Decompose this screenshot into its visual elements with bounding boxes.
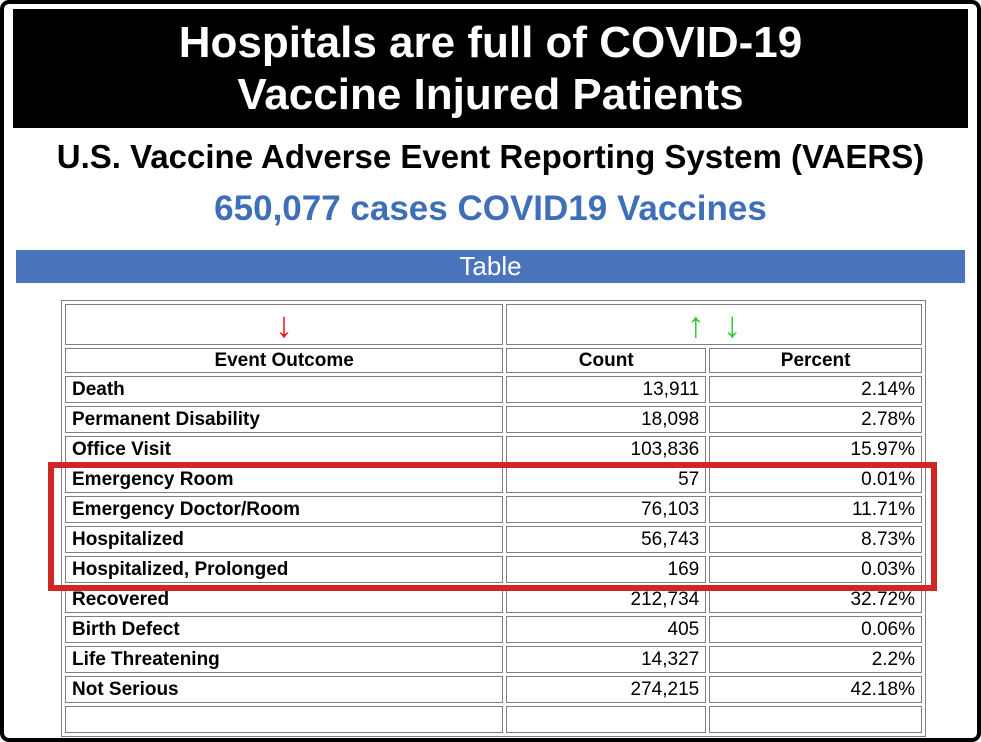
headline-line-2: Vaccine Injured Patients (237, 69, 744, 119)
table-row-not-serious: Not Serious 274,215 42.18% (65, 676, 922, 703)
table-row-emergency-doctor-room: Emergency Doctor/Room 76,103 11.71% (65, 496, 922, 523)
outcome-cell: Emergency Doctor/Room (65, 496, 504, 523)
percent-cell: 2.2% (709, 646, 922, 673)
table-container: ↓ ↑ ↓ Event Outcome Count Percent Death … (48, 300, 937, 737)
case-count-line: 650,077 cases COVID19 Vaccines (214, 189, 767, 228)
column-header-event-outcome: Event Outcome (65, 348, 504, 373)
outcome-cell: Death (65, 376, 504, 403)
table-section-header: Table (16, 250, 965, 283)
headline-banner: Hospitals are full of COVID-19 Vaccine I… (13, 9, 968, 128)
percent-cell: 0.06% (709, 616, 922, 643)
count-cell: 76,103 (506, 496, 707, 523)
count-cell: 14,327 (506, 646, 707, 673)
table-row-recovered: Recovered 212,734 32.72% (65, 586, 922, 613)
outcome-cell (65, 706, 504, 733)
count-cell: 405 (506, 616, 707, 643)
percent-cell: 2.78% (709, 406, 922, 433)
table-row-life-threatening: Life Threatening 14,327 2.2% (65, 646, 922, 673)
table-row-birth-defect: Birth Defect 405 0.06% (65, 616, 922, 643)
headline-line-1: Hospitals are full of COVID-19 (178, 17, 803, 67)
outcome-cell: Permanent Disability (65, 406, 504, 433)
table-header-row: Event Outcome Count Percent (65, 348, 922, 373)
column-header-percent: Percent (709, 348, 922, 373)
sort-cell-values: ↑ ↓ (506, 304, 922, 345)
outcome-cell: Emergency Room (65, 466, 504, 493)
percent-cell: 11.71% (709, 496, 922, 523)
outcome-cell: Not Serious (65, 676, 504, 703)
table-row-hospitalized-prolonged: Hospitalized, Prolonged 169 0.03% (65, 556, 922, 583)
table-row-death: Death 13,911 2.14% (65, 376, 922, 403)
table-row-office-visit: Office Visit 103,836 15.97% (65, 436, 922, 463)
percent-cell: 8.73% (709, 526, 922, 553)
count-cell: 169 (506, 556, 707, 583)
outcome-cell: Hospitalized (65, 526, 504, 553)
count-cell: 18,098 (506, 406, 707, 433)
count-cell: 57 (506, 466, 707, 493)
percent-cell: 0.01% (709, 466, 922, 493)
count-cell: 13,911 (506, 376, 707, 403)
sort-ascending-green-icon[interactable]: ↑ (686, 304, 705, 345)
outcome-cell: Office Visit (65, 436, 504, 463)
table-row-clipped (65, 706, 922, 733)
sort-cell-outcome: ↓ (65, 304, 504, 345)
count-cell: 103,836 (506, 436, 707, 463)
sort-descending-green-icon[interactable]: ↓ (723, 304, 742, 345)
count-cell (506, 706, 707, 733)
percent-cell: 32.72% (709, 586, 922, 613)
count-cell: 274,215 (506, 676, 707, 703)
percent-cell: 0.03% (709, 556, 922, 583)
table-row-permanent-disability: Permanent Disability 18,098 2.78% (65, 406, 922, 433)
outcome-cell: Recovered (65, 586, 504, 613)
sort-descending-red-icon[interactable]: ↓ (275, 304, 294, 345)
vaers-title: U.S. Vaccine Adverse Event Reporting Sys… (56, 138, 925, 175)
percent-cell: 2.14% (709, 376, 922, 403)
outcome-cell: Hospitalized, Prolonged (65, 556, 504, 583)
column-header-count: Count (506, 348, 707, 373)
outcome-cell: Life Threatening (65, 646, 504, 673)
percent-cell: 42.18% (709, 676, 922, 703)
table-row-hospitalized: Hospitalized 56,743 8.73% (65, 526, 922, 553)
percent-cell: 15.97% (709, 436, 922, 463)
vaers-table: ↓ ↑ ↓ Event Outcome Count Percent Death … (61, 300, 926, 737)
sort-arrows-row: ↓ ↑ ↓ (65, 304, 922, 345)
percent-cell (709, 706, 922, 733)
count-cell: 212,734 (506, 586, 707, 613)
outcome-cell: Birth Defect (65, 616, 504, 643)
table-row-emergency-room: Emergency Room 57 0.01% (65, 466, 922, 493)
count-cell: 56,743 (506, 526, 707, 553)
